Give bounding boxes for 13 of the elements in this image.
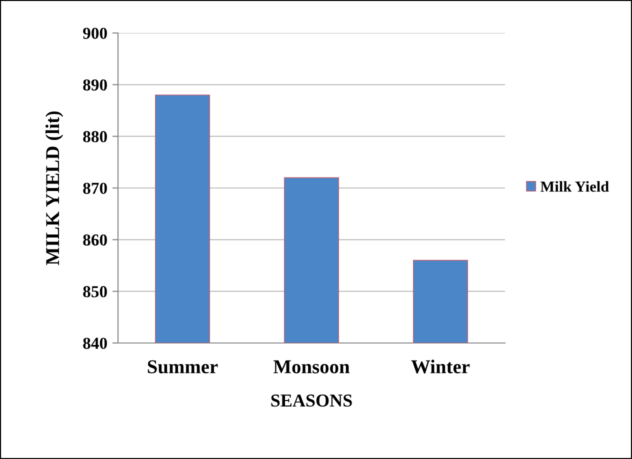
y-tick-label: 850 bbox=[83, 286, 107, 298]
y-tick-label: 840 bbox=[83, 338, 107, 349]
x-tick-label: Winter bbox=[411, 360, 470, 374]
y-tick-label: 900 bbox=[83, 28, 107, 39]
y-axis-title: MILK YIELD (lit) bbox=[46, 111, 64, 266]
y-tick-label: 860 bbox=[83, 234, 107, 246]
y-tick-label: 890 bbox=[83, 79, 107, 91]
y-tick-label: 870 bbox=[83, 182, 107, 194]
x-tick-label: Monsoon bbox=[273, 360, 350, 374]
y-tick-label: 880 bbox=[83, 131, 107, 142]
legend-label: Milk Yield bbox=[540, 181, 609, 192]
x-axis-title: SEASONS bbox=[271, 394, 352, 407]
x-tick-label: Summer bbox=[148, 360, 218, 374]
